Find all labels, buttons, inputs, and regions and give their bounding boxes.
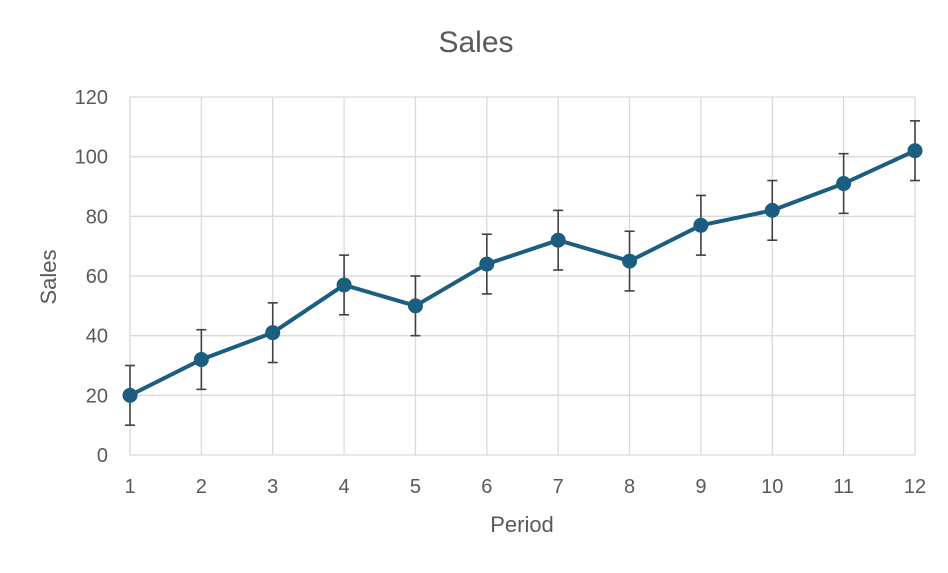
x-tick-label: 5 xyxy=(410,476,421,498)
data-point xyxy=(907,143,923,159)
y-tick-label: 0 xyxy=(97,445,108,467)
x-tick-label: 2 xyxy=(196,476,207,498)
data-point xyxy=(407,298,423,314)
x-tick-label: 8 xyxy=(624,476,635,498)
y-tick-label: 20 xyxy=(86,385,108,407)
y-tick-label: 120 xyxy=(75,87,108,109)
series xyxy=(122,143,923,403)
x-axis-title: Period xyxy=(490,512,554,537)
grid xyxy=(129,96,916,456)
x-tick-label: 4 xyxy=(339,476,350,498)
x-tick-label: 12 xyxy=(904,476,926,498)
y-tick-label: 100 xyxy=(75,147,108,169)
x-tick-label: 1 xyxy=(124,476,135,498)
x-tick-label: 7 xyxy=(553,476,564,498)
chart-title: Sales xyxy=(438,26,513,59)
y-tick-label: 40 xyxy=(86,326,108,348)
data-point xyxy=(693,217,709,233)
y-tick-label: 80 xyxy=(86,206,108,228)
x-tick-label: 3 xyxy=(267,476,278,498)
data-point xyxy=(550,232,566,248)
data-point xyxy=(193,352,209,368)
data-point xyxy=(265,325,281,341)
data-point xyxy=(622,253,638,269)
series-line xyxy=(129,148,916,398)
y-tick-label: 60 xyxy=(86,266,108,288)
error-bars xyxy=(125,120,920,426)
data-point xyxy=(336,277,352,293)
data-point xyxy=(122,387,138,403)
x-tick-label: 10 xyxy=(761,476,783,498)
data-point xyxy=(479,256,495,272)
y-axis-title: Sales xyxy=(36,249,61,304)
x-tick-label: 9 xyxy=(695,476,706,498)
x-tick-label: 11 xyxy=(833,476,854,498)
data-point xyxy=(764,202,780,218)
x-tick-label: 6 xyxy=(481,476,492,498)
data-point xyxy=(836,176,852,192)
